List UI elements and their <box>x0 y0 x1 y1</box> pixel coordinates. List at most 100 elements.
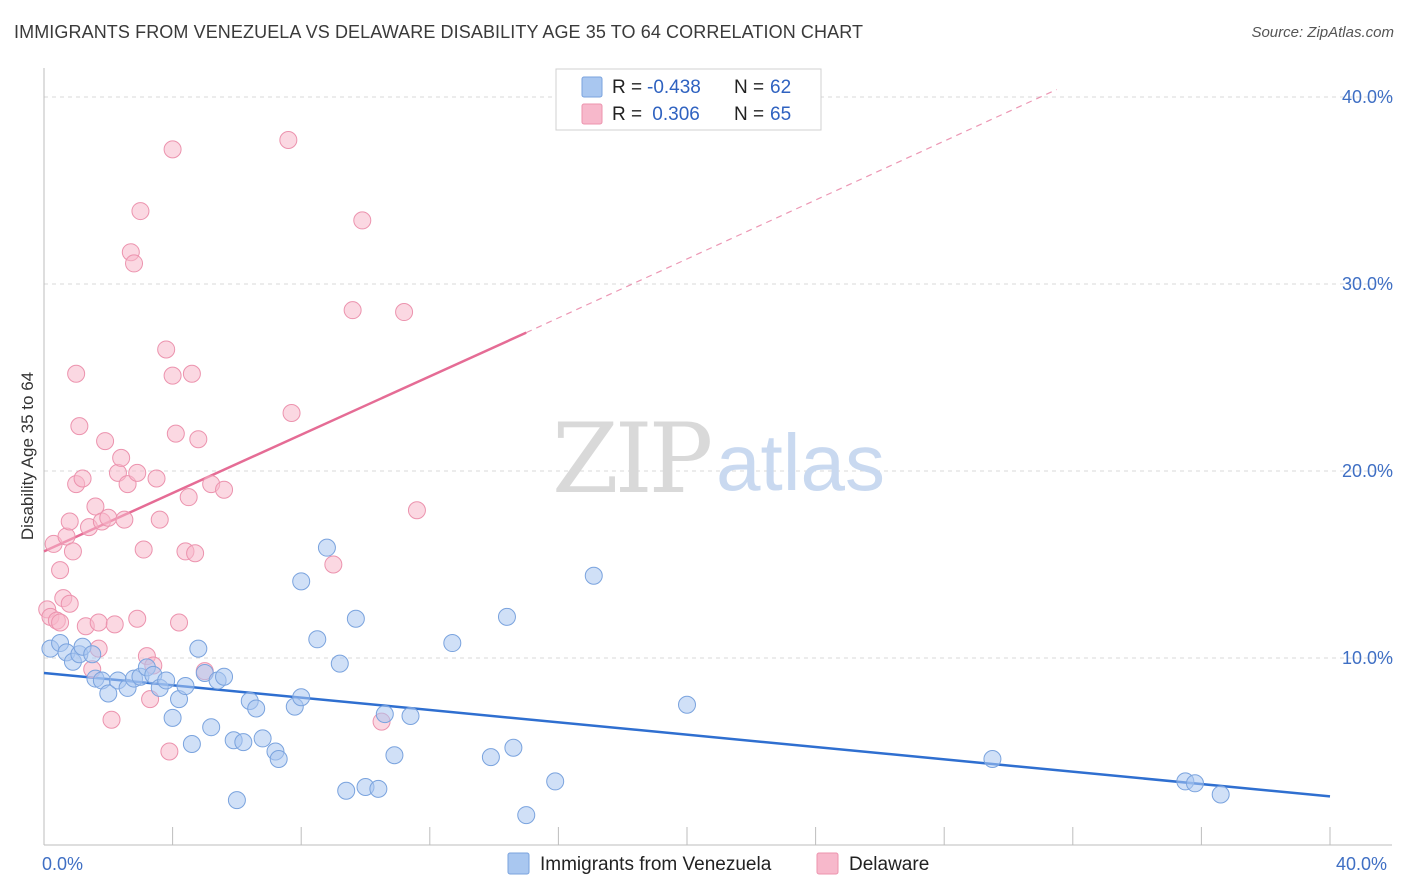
legend-n-value-delaware: 65 <box>770 104 791 125</box>
venezuela-point <box>176 677 195 696</box>
delaware-points <box>38 131 426 761</box>
venezuela-point <box>337 781 356 800</box>
delaware-point <box>96 432 115 451</box>
venezuela-point <box>157 671 176 690</box>
venezuela-point <box>234 733 253 752</box>
x-tick-label-min: 0.0% <box>42 854 83 874</box>
source-credit: Source: ZipAtlas.com <box>1251 24 1394 41</box>
delaware-point <box>395 303 414 322</box>
series-legend-label-delaware: Delaware <box>849 854 929 875</box>
venezuela-point <box>317 538 336 557</box>
legend-n-value-venezuela: 62 <box>770 77 791 98</box>
y-tick-label-40: 40.0% <box>1342 87 1393 107</box>
venezuela-point <box>983 749 1002 768</box>
x-tick-label-max: 40.0% <box>1336 854 1387 874</box>
venezuela-point <box>215 667 234 686</box>
venezuela-point <box>401 706 420 725</box>
trend-line-solid <box>43 671 1331 798</box>
delaware-point <box>57 527 76 546</box>
delaware-point <box>51 613 70 632</box>
venezuela-point <box>1211 785 1230 804</box>
gridlines <box>44 96 1392 659</box>
series-legend: Immigrants from Venezuela Delaware <box>507 852 929 875</box>
venezuela-point <box>517 806 536 825</box>
delaware-point <box>131 202 150 221</box>
delaware-point <box>115 510 134 529</box>
venezuela-point <box>163 708 182 727</box>
venezuela-point <box>182 735 201 754</box>
delaware-point <box>128 609 147 628</box>
delaware-point <box>86 497 105 516</box>
venezuela-point <box>247 699 266 718</box>
watermark-atlas: atlas <box>716 418 885 507</box>
venezuela-point <box>346 609 365 628</box>
venezuela-point <box>227 791 246 810</box>
delaware-point <box>105 615 124 634</box>
delaware-point <box>179 488 198 507</box>
delaware-point <box>89 613 108 632</box>
venezuela-point <box>189 639 208 658</box>
delaware-point <box>163 140 182 159</box>
venezuela-point <box>99 684 118 703</box>
y-tick-label-10: 10.0% <box>1342 648 1393 668</box>
delaware-point <box>279 131 298 150</box>
axes <box>43 68 1392 846</box>
series-legend-label-venezuela: Immigrants from Venezuela <box>540 854 772 875</box>
delaware-point <box>186 544 205 563</box>
legend-r-value-delaware: 0.306 <box>647 104 700 125</box>
venezuela-point <box>443 634 462 653</box>
delaware-point <box>157 340 176 359</box>
legend-n-label-venezuela: N = <box>734 77 764 98</box>
venezuela-points <box>41 538 1230 825</box>
venezuela-point <box>292 688 311 707</box>
legend-swatch-delaware <box>581 103 603 125</box>
y-tick-label-30: 30.0% <box>1342 274 1393 294</box>
venezuela-point <box>202 718 221 737</box>
venezuela-point <box>253 729 272 748</box>
delaware-point <box>166 424 185 443</box>
delaware-point <box>182 364 201 383</box>
trend-line-extension <box>526 88 1057 334</box>
venezuela-point <box>330 654 349 673</box>
legend-r-label-venezuela: R = <box>612 77 642 98</box>
delaware-point <box>63 542 82 561</box>
venezuela-point <box>292 572 311 591</box>
delaware-point <box>73 469 92 488</box>
venezuela-point <box>497 607 516 626</box>
delaware-point <box>102 710 121 729</box>
venezuela-point <box>1185 774 1204 793</box>
legend-swatch-venezuela <box>581 76 603 98</box>
venezuela-point <box>546 772 565 791</box>
delaware-point <box>51 561 70 580</box>
delaware-point <box>112 448 131 467</box>
delaware-point <box>70 417 89 436</box>
correlation-legend: R = -0.438 N = 62 R = 0.306 N = 65 <box>555 68 822 131</box>
delaware-point <box>353 211 372 230</box>
delaware-point <box>189 430 208 449</box>
legend-n-label-delaware: N = <box>734 104 764 125</box>
delaware-point <box>170 613 189 632</box>
legend-r-label-delaware: R = <box>612 104 642 125</box>
series-legend-swatch-venezuela <box>507 852 530 875</box>
delaware-point <box>147 469 166 488</box>
y-tick-label-20: 20.0% <box>1342 461 1393 481</box>
venezuela-trend-line <box>43 671 1331 798</box>
delaware-point <box>60 594 79 613</box>
venezuela-point <box>584 566 603 585</box>
delaware-point <box>215 480 234 499</box>
delaware-point <box>128 463 147 482</box>
chart-title: IMMIGRANTS FROM VENEZUELA VS DELAWARE DI… <box>14 22 864 42</box>
delaware-point <box>150 510 169 529</box>
venezuela-point <box>375 705 394 724</box>
watermark-zip: ZIP <box>552 403 711 515</box>
venezuela-point <box>385 746 404 765</box>
delaware-point <box>324 555 343 574</box>
venezuela-point <box>83 645 102 664</box>
venezuela-point <box>269 749 288 768</box>
x-tick-marks <box>43 827 1331 845</box>
venezuela-point <box>678 695 696 714</box>
legend-r-value-venezuela: -0.438 <box>647 77 701 98</box>
delaware-point <box>60 512 79 531</box>
delaware-point <box>407 501 426 520</box>
